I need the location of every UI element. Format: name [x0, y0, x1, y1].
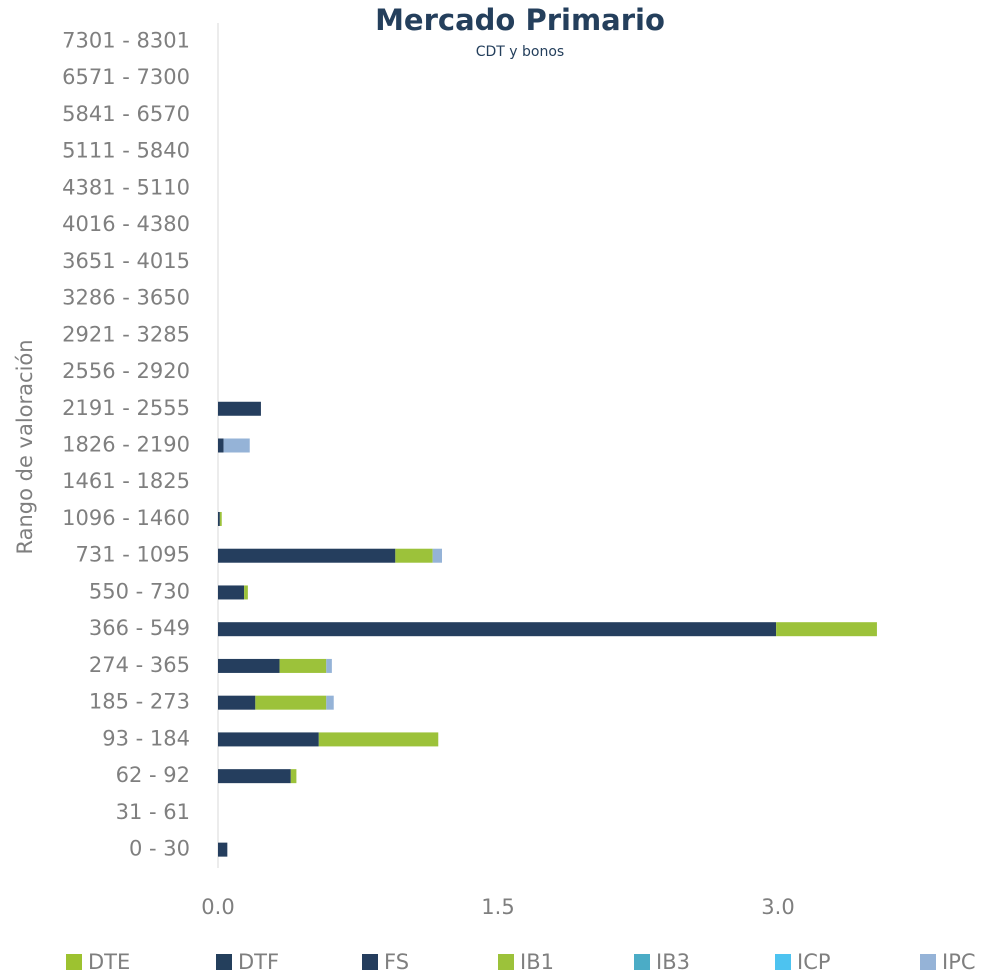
bar-segment [218, 511, 220, 526]
y-tick-label: 0 - 30 [129, 837, 190, 861]
bar-segment [218, 658, 280, 673]
legend-label: FS [384, 950, 409, 974]
legend-label: IB1 [520, 950, 554, 974]
bar-segment [218, 548, 396, 563]
y-tick-label: 1826 - 2190 [62, 433, 190, 457]
chart-subtitle: CDT y bonos [476, 44, 564, 60]
bar-segment [326, 658, 332, 673]
x-tick-label: 0.0 [201, 895, 234, 919]
y-tick-label: 93 - 184 [102, 726, 190, 750]
y-tick-label: 3651 - 4015 [62, 249, 190, 273]
legend-swatch [775, 954, 791, 970]
y-tick-label: 6571 - 7300 [62, 65, 190, 89]
y-tick-label: 1096 - 1460 [62, 506, 190, 530]
y-tick-label: 62 - 92 [116, 763, 190, 787]
legend-label: IB3 [656, 950, 690, 974]
bar-segment [218, 622, 777, 637]
bar-segment [255, 695, 327, 710]
bar-segment [395, 548, 433, 563]
legend-swatch [66, 954, 82, 970]
y-tick-label: 7301 - 8301 [62, 28, 190, 52]
x-tick-label: 3.0 [761, 895, 794, 919]
legend-swatch [216, 954, 232, 970]
y-tick-label: 1461 - 1825 [62, 469, 190, 493]
bar-segment [326, 695, 334, 710]
bar-segment [218, 438, 224, 453]
legend-swatch [634, 954, 650, 970]
bar-segment [244, 585, 248, 600]
bar-segment [218, 695, 256, 710]
y-tick-label: 731 - 1095 [76, 543, 190, 567]
bar-segment [223, 438, 250, 453]
bar-segment [432, 548, 442, 563]
y-tick-label: 2921 - 3285 [62, 322, 190, 346]
y-tick-label: 5841 - 6570 [62, 102, 190, 126]
legend-label: IPC [942, 950, 976, 974]
bar-segment [318, 732, 439, 747]
y-axis-label: Rango de valoración [13, 339, 37, 554]
bar-segment [218, 732, 319, 747]
bar-segment [218, 401, 261, 416]
legend-swatch [498, 954, 514, 970]
legend-label: DTE [88, 950, 130, 974]
y-tick-label: 550 - 730 [89, 579, 190, 603]
chart-title: Mercado Primario [375, 3, 665, 37]
y-tick-label: 31 - 61 [116, 800, 190, 824]
y-tick-label: 274 - 365 [89, 653, 190, 677]
y-tick-label: 2556 - 2920 [62, 359, 190, 383]
bar-segment [218, 769, 291, 784]
y-tick-label: 3286 - 3650 [62, 286, 190, 310]
x-tick-label: 1.5 [481, 895, 514, 919]
legend-label: ICP [797, 950, 831, 974]
y-tick-label: 4016 - 4380 [62, 212, 190, 236]
bar-segment [218, 585, 245, 600]
legend-swatch [920, 954, 936, 970]
legend-swatch [362, 954, 378, 970]
legend-label: DTF [238, 950, 279, 974]
y-tick-label: 2191 - 2555 [62, 396, 190, 420]
bar-segment [776, 622, 877, 637]
y-tick-label: 185 - 273 [89, 690, 190, 714]
bar-segment [219, 511, 222, 526]
bar-segment [279, 658, 327, 673]
y-tick-label: 4381 - 5110 [62, 175, 190, 199]
y-tick-label: 5111 - 5840 [62, 139, 190, 163]
bar-segment [290, 769, 297, 784]
bar-segment [218, 842, 228, 857]
y-tick-label: 366 - 549 [89, 616, 190, 640]
